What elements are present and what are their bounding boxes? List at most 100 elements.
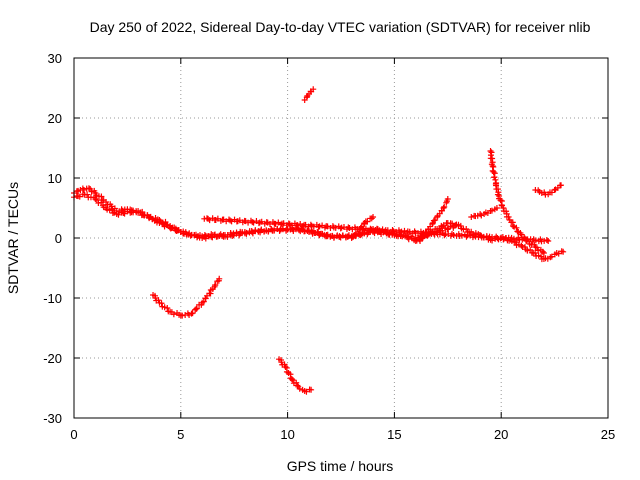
data-point-interp (161, 223, 168, 230)
data-point-interp (200, 298, 207, 305)
data-point-interp (509, 223, 516, 230)
data-point-interp (451, 222, 458, 229)
data-point-interp (294, 222, 301, 229)
data-point-interp (243, 229, 250, 236)
data-point-interp (236, 217, 243, 224)
data-point-interp (84, 191, 91, 198)
data-point-interp (452, 222, 459, 229)
data-point-interp (183, 230, 190, 237)
data-point-interp (248, 228, 255, 235)
data-point (282, 364, 289, 370)
data-points (71, 86, 567, 395)
data-point-interp (214, 215, 221, 222)
data-point-interp (538, 256, 545, 263)
data-point-interp (90, 194, 97, 201)
data-point-interp (169, 224, 176, 231)
data-point-interp (215, 277, 222, 284)
data-point-interp (330, 234, 337, 241)
y-tick-label: -20 (43, 351, 62, 366)
data-point-interp (161, 304, 168, 311)
data-point-interp (411, 235, 418, 242)
x-tick-label: 10 (280, 427, 294, 442)
data-point-interp (441, 203, 448, 210)
data-point (288, 376, 295, 382)
y-tick-label: 20 (48, 111, 62, 126)
series-main-band-b (71, 191, 462, 242)
data-point-interp (524, 247, 531, 254)
series-segment-18.5-20 (468, 205, 500, 220)
series-descending-arc-19-22 (487, 148, 547, 256)
data-point-interp (293, 379, 300, 386)
data-point-interp (88, 188, 95, 195)
data-point-interp (165, 308, 172, 315)
data-point-interp (441, 232, 448, 239)
data-point-interp (298, 226, 305, 233)
data-point-interp (555, 250, 562, 257)
data-point-interp (311, 229, 318, 236)
data-point-interp (543, 236, 550, 243)
data-point-interp (503, 208, 510, 215)
data-point-interp (130, 207, 137, 214)
data-point-interp (98, 193, 105, 200)
data-point-interp (289, 377, 296, 384)
data-point-interp (345, 232, 352, 239)
data-point-interp (239, 229, 246, 236)
data-point-interp (484, 210, 491, 217)
data-point-interp (491, 206, 498, 213)
data-point-interp (281, 361, 288, 368)
data-point-interp (359, 226, 366, 233)
data-point-interp (472, 213, 479, 220)
data-point-interp (450, 231, 457, 238)
data-point-interp (323, 231, 330, 238)
data-point-interp (429, 221, 436, 228)
data-point-interp (294, 382, 301, 389)
data-point-interp (193, 305, 200, 312)
data-point-interp (539, 248, 546, 255)
data-point-interp (271, 227, 278, 234)
data-point-interp (159, 220, 166, 227)
data-point-interp (490, 163, 497, 170)
data-point-interp (295, 227, 302, 234)
data-point-interp (443, 198, 450, 205)
series-spike-near-11 (301, 86, 317, 103)
data-point-interp (488, 207, 495, 214)
data-point-interp (428, 230, 435, 237)
data-point-interp (175, 227, 182, 234)
data-point-interp (404, 234, 411, 241)
data-point-interp (354, 226, 361, 233)
data-point-interp (146, 215, 153, 222)
data-point-interp (364, 218, 371, 225)
data-point-interp (510, 235, 517, 242)
data-point-interp (207, 287, 214, 294)
data-point-interp (303, 388, 310, 395)
data-point-interp (299, 386, 306, 393)
data-point-interp (296, 385, 303, 392)
data-point-interp (115, 211, 122, 218)
series-cluster-21.5-23 (532, 182, 565, 198)
data-point-interp (186, 311, 193, 318)
data-point-interp (306, 386, 313, 393)
data-point-interp (227, 217, 234, 224)
data-point-interp (463, 233, 470, 240)
series-dip-near-10 (276, 356, 315, 395)
chart-title: Day 250 of 2022, Sidereal Day-to-day VTE… (90, 19, 591, 35)
x-tick-label: 0 (70, 427, 77, 442)
data-point-interp (76, 193, 83, 200)
data-point-interp (376, 227, 383, 234)
data-point-interp (505, 213, 512, 220)
data-point (468, 214, 475, 220)
data-point-interp (339, 232, 346, 239)
data-point-interp (477, 211, 484, 218)
data-point-interp (490, 168, 497, 175)
data-point-interp (480, 233, 487, 240)
data-point-interp (280, 220, 287, 227)
data-point-interp (120, 209, 127, 216)
data-point-interp (357, 232, 364, 239)
data-point-interp (548, 253, 555, 260)
data-point-interp (283, 227, 290, 234)
data-point-interp (230, 230, 237, 237)
data-point-interp (544, 255, 551, 262)
axis-ticks: 0 5 10 15 20 25 -30 -20 -10 0 10 20 30 (43, 51, 615, 442)
data-point-interp (492, 176, 499, 183)
data-point-interp (463, 225, 470, 232)
